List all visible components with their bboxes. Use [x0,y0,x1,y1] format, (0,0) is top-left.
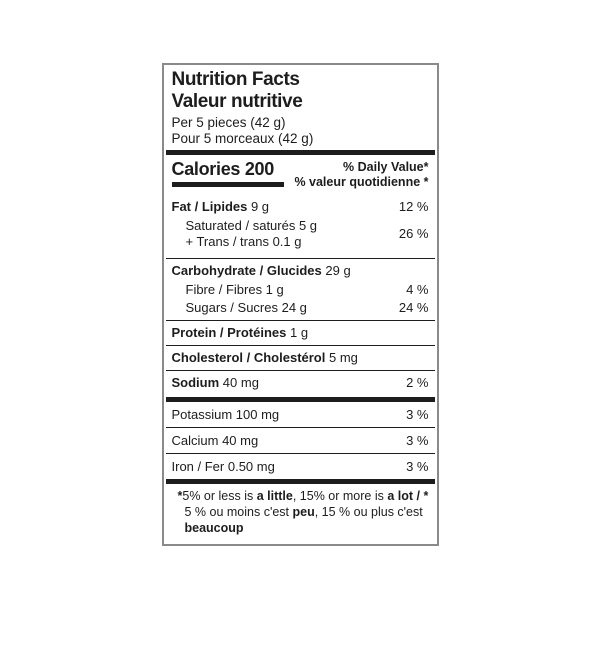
nutrient-row-protein: Protein / Protéines 1 g [172,321,429,345]
nutrient-row-potassium: Potassium 100 mg 3 % [172,402,429,427]
serving-size-block: Per 5 pieces (42 g) Pour 5 morceaux (42 … [172,115,429,146]
daily-value-header-french: % valeur quotidienne * [294,175,429,189]
serving-size-english: Per 5 pieces (42 g) [171,115,286,130]
nutrient-row-cholesterol: Cholesterol / Cholestérol 5 mg [172,346,429,370]
divider-thin [165,345,435,346]
nutrient-dv: 26 % [398,226,429,241]
divider-thick [165,397,435,402]
daily-value-header-english: % Daily Value* [343,160,429,174]
nutrient-dv: 4 % [406,282,429,297]
nutrient-label: Carbohydrate / Glucides 29 g [172,263,351,279]
footnote-text: , 15 % ou plus c'est [314,505,423,519]
daily-value-header: % Daily Value* % valeur quotidienne * [294,159,428,190]
nutrient-label: Fat / Lipides 9 g [172,199,270,215]
nutrient-row-sugars: Sugars / Sucres 24 g 24 % [172,300,429,320]
nutrient-row-carbohydrate: Carbohydrate / Glucides 29 g [172,259,429,282]
nutrient-name: Fat / Lipides [171,199,248,214]
nutrient-label: Calcium 40 mg [171,433,259,448]
nutrient-name: Protein / Protéines [171,325,287,340]
divider-thin [165,427,435,428]
footnote-bold: beaucoup [184,521,244,535]
nutrient-label: Saturated / saturés 5 g + Trans / trans … [172,218,318,250]
nutrient-name: Carbohydrate / Glucides [171,263,322,278]
title-english: Nutrition Facts [171,69,300,90]
divider-thin [165,370,435,371]
serving-size-french: Pour 5 morceaux (42 g) [171,130,314,146]
footnote-bold: peu [292,505,315,519]
nutrient-row-fat: Fat / Lipides 9 g 12 % [172,195,429,218]
nutrient-dv: 3 % [406,407,429,422]
footnote-text: 5 % ou moins c'est [184,505,293,519]
divider-thin [165,258,435,259]
nutrient-row-sodium: Sodium 40 mg 2 % [172,371,429,395]
calories-band: Calories 200 % Daily Value* % valeur quo… [171,159,429,190]
nutrient-dv: 3 % [406,433,429,448]
nutrient-label: Iron / Fer 0.50 mg [171,459,275,474]
nutrition-facts-label: Nutrition Facts Valeur nutritive Per 5 p… [161,63,439,546]
footnote-bold: a little [256,489,293,503]
footnote-star: * [177,489,183,503]
calories-value: Calories 200 [171,159,284,187]
nutrient-dv: 2 % [406,375,429,390]
daily-value-footnote: *5% or less is a little, 15% or more is … [172,484,429,536]
nutrient-name: Cholesterol / Cholestérol [171,350,326,365]
saturated-line: Saturated / saturés 5 g [185,218,318,233]
nutrient-label: Potassium 100 mg [171,407,280,422]
footnote-text: 5% or less is [182,489,257,503]
footnote-text: , 15% or more is [292,489,388,503]
divider-thick [165,479,435,484]
divider-thin [165,453,435,454]
nutrient-amount: 9 g [250,199,270,214]
nutrient-row-fibre: Fibre / Fibres 1 g 4 % [172,282,429,300]
divider-thin [165,320,435,321]
footnote-bold: a lot / * [387,489,429,503]
nutrient-row-iron: Iron / Fer 0.50 mg 3 % [172,454,429,479]
title-french: Valeur nutritive [171,91,303,112]
nutrient-name: Sodium [171,375,220,390]
nutrient-label: Protein / Protéines 1 g [172,325,309,341]
divider-thick [165,150,435,155]
nutrient-amount: 1 g [290,325,309,340]
nutrient-amount: 5 mg [329,350,358,365]
nutrient-label: Cholesterol / Cholestérol 5 mg [172,350,358,366]
nutrient-dv: 3 % [406,459,429,474]
nutrient-dv: 24 % [398,300,429,315]
nutrient-amount: 29 g [325,263,351,278]
nutrient-dv: 12 % [398,199,429,214]
nutrient-label: Sodium 40 mg [172,375,259,391]
nutrient-row-saturated-trans: Saturated / saturés 5 g + Trans / trans … [172,218,429,258]
nutrient-row-calcium: Calcium 40 mg 3 % [172,428,429,453]
trans-line: + Trans / trans 0.1 g [185,234,302,249]
nutrient-amount: 40 mg [222,375,259,390]
nutrient-label: Sugars / Sucres 24 g [185,300,307,315]
nutrient-label: Fibre / Fibres 1 g [185,282,284,297]
